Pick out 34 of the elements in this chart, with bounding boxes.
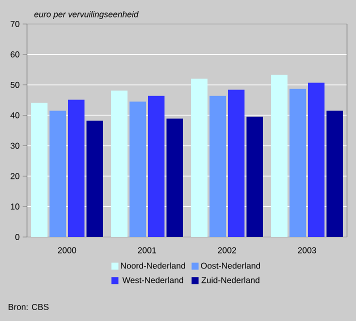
legend-label: Zuid-Nederland (202, 276, 260, 284)
bar (326, 110, 343, 237)
bar (246, 116, 263, 237)
x-tick-label: 2003 (298, 247, 316, 254)
text: Bron: CBS (8, 304, 49, 310)
bar (130, 102, 146, 237)
y-tick-label: 50 (10, 82, 20, 88)
bar (290, 88, 306, 237)
bar (210, 96, 226, 237)
y-tick-label: 20 (10, 173, 20, 180)
legend-label: Oost-Nederland (201, 262, 260, 269)
y-tick-label: 30 (10, 142, 20, 149)
y-tick-label: 0 (15, 234, 20, 240)
legend-label: Noord-Nederland (121, 262, 186, 269)
bar (308, 82, 324, 237)
y-tick-label: 10 (10, 204, 20, 210)
bar (50, 110, 66, 237)
bar (86, 120, 103, 237)
x-tick-label: 2000 (58, 247, 76, 254)
bar (148, 96, 164, 237)
legend-label: West-Nederland (122, 276, 184, 284)
y-tick-label: 60 (10, 51, 20, 58)
bar (31, 102, 48, 237)
y-tick-label: 70 (10, 20, 20, 28)
y-axis-title: euro per vervuilingseenheid (34, 11, 139, 19)
bar (271, 74, 288, 237)
y-tick-label: 40 (10, 112, 20, 118)
bar (166, 118, 183, 237)
x-tick-label: 2002 (218, 247, 236, 254)
bar (111, 90, 128, 237)
bar (228, 90, 244, 237)
bar (68, 100, 84, 237)
x-tick-label: 2001 (138, 247, 156, 254)
bar (191, 78, 208, 237)
